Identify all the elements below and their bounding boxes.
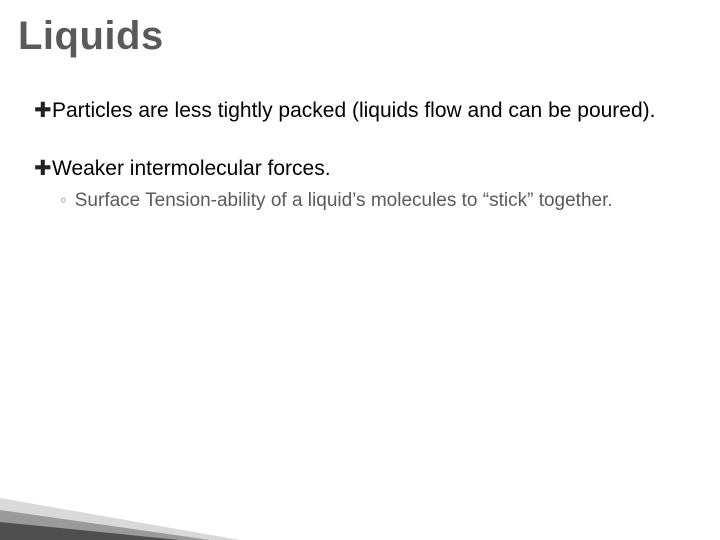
slide-content: ✚ Particles are less tightly packed (liq… [34, 96, 686, 214]
bullet-item: ✚ Particles are less tightly packed (liq… [34, 96, 686, 126]
slide: Liquids ✚ Particles are less tightly pac… [0, 0, 720, 540]
bullet-text: Particles are less tightly packed (liqui… [52, 96, 655, 126]
wedge-mid [0, 510, 210, 540]
bullet-item: ✚ Weaker intermolecular forces. [34, 154, 686, 184]
bullet-text: Weaker intermolecular forces. [52, 154, 331, 184]
wedge-light [0, 498, 240, 540]
sub-bullet-marker-icon: ◦ [60, 188, 67, 214]
sub-bullet-item: ◦ Surface Tension-ability of a liquid’s … [60, 188, 686, 214]
wedge-dark [0, 522, 180, 540]
sub-bullet-text: Surface Tension-ability of a liquid’s mo… [75, 188, 613, 214]
corner-decoration-icon [0, 480, 260, 540]
bullet-marker-icon: ✚ [34, 154, 48, 184]
bullet-marker-icon: ✚ [34, 96, 48, 126]
slide-title: Liquids [18, 14, 164, 59]
